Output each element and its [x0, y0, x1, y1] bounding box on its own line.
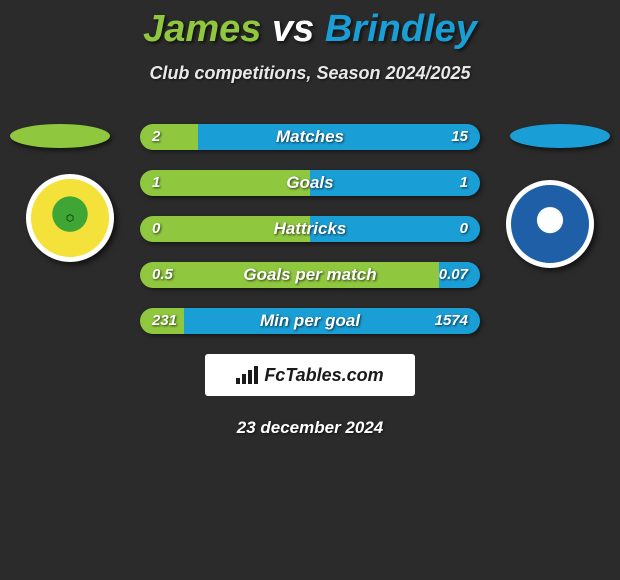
accent-ellipse-right [510, 124, 610, 148]
stat-caption: Hattricks [140, 216, 480, 242]
accent-ellipse-left [10, 124, 110, 148]
player2-name: Brindley [325, 8, 477, 50]
stat-caption: Min per goal [140, 308, 480, 334]
club-left-inner: ⬡ [66, 214, 74, 223]
subtitle: Club competitions, Season 2024/2025 [0, 63, 620, 84]
club-badge-right: ◆ [506, 180, 594, 268]
player1-name: James [143, 8, 261, 50]
stat-row: 215Matches [140, 124, 480, 150]
stat-caption: Goals per match [140, 262, 480, 288]
club-right-inner: ◆ [546, 219, 554, 229]
comparison-title: James vs Brindley [0, 0, 620, 51]
stat-caption: Goals [140, 170, 480, 196]
stat-row: 2311574Min per goal [140, 308, 480, 334]
stat-row: 00Hattricks [140, 216, 480, 242]
source-text: FcTables.com [264, 365, 383, 386]
bar-chart-icon [236, 366, 258, 384]
source-box: FcTables.com [205, 354, 415, 396]
stat-row: 0.50.07Goals per match [140, 262, 480, 288]
stat-row: 11Goals [140, 170, 480, 196]
date: 23 december 2024 [0, 418, 620, 438]
club-badge-left: ⬡ [26, 174, 114, 262]
vs-text: vs [272, 8, 314, 50]
stat-caption: Matches [140, 124, 480, 150]
